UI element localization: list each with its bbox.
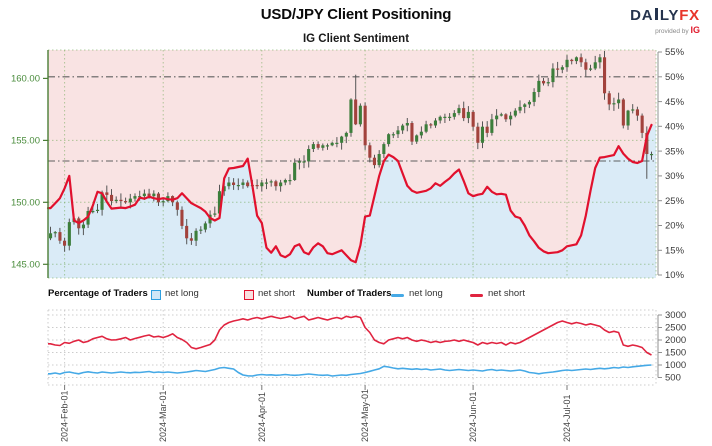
dailyfx-logo: DA LYFX provided by IG	[630, 8, 700, 36]
chart-legend: Percentage of Traders net long net short…	[0, 287, 712, 305]
legend-num-header: Number of Traders	[307, 288, 392, 299]
svg-text:30%: 30%	[665, 171, 685, 182]
svg-text:55%: 55%	[665, 47, 685, 58]
main-gridlines	[48, 49, 657, 279]
legend-num-net-long: net long	[409, 288, 443, 299]
legend-pct-net-short: net short	[258, 288, 295, 299]
net-short-line-swatch	[470, 294, 483, 297]
svg-text:2024-Mar-01: 2024-Mar-01	[158, 390, 168, 442]
page-title: USD/JPY Client Positioning	[260, 6, 452, 23]
net-long-area-swatch	[151, 290, 161, 300]
legend-pct-header: Percentage of Traders	[48, 288, 148, 299]
svg-text:160.00: 160.00	[11, 74, 40, 85]
svg-text:145.00: 145.00	[11, 260, 40, 271]
price-axis: 160.00 155.00 150.00 145.00	[11, 50, 49, 278]
logo-i-bar	[655, 8, 658, 20]
net-long-line-swatch	[391, 294, 404, 297]
svg-text:1000: 1000	[665, 360, 686, 371]
legend-num-net-short: net short	[488, 288, 525, 299]
date-axis: 2024-Feb-01 2024-Mar-01 2024-Apr-01 2024-Ma…	[60, 385, 572, 442]
svg-text:150.00: 150.00	[11, 198, 40, 209]
svg-text:50%: 50%	[665, 72, 685, 83]
dailyfx-wordmark: DA LYFX	[630, 7, 700, 24]
svg-text:2024-Feb-01: 2024-Feb-01	[60, 390, 70, 442]
svg-text:15%: 15%	[665, 246, 685, 257]
svg-text:20%: 20%	[665, 221, 685, 232]
net-short-count-line	[48, 315, 652, 356]
net-long-pct-line	[46, 123, 653, 264]
svg-text:155.00: 155.00	[11, 136, 40, 147]
svg-text:45%: 45%	[665, 97, 685, 108]
svg-text:2500: 2500	[665, 323, 686, 334]
logo-tagline: provided by IG	[655, 25, 700, 35]
sentiment-area-fills	[48, 50, 656, 279]
svg-text:1500: 1500	[665, 348, 686, 359]
net-long-count-line	[48, 364, 652, 377]
svg-text:2024-May-01: 2024-May-01	[360, 389, 370, 442]
svg-text:25%: 25%	[665, 196, 685, 207]
pct-axis: 55% 50% 45% 40% 35% 30% 25% 20% 15% 10%	[657, 47, 685, 281]
svg-text:35%: 35%	[665, 146, 685, 157]
svg-text:500: 500	[665, 373, 681, 384]
net-short-area-swatch	[244, 290, 254, 300]
legend-pct-net-long: net long	[165, 288, 199, 299]
price-candles	[49, 51, 654, 252]
svg-text:2024-Jul-01: 2024-Jul-01	[562, 394, 572, 442]
svg-text:10%: 10%	[665, 270, 685, 281]
svg-text:40%: 40%	[665, 122, 685, 133]
svg-text:2024-Apr-01: 2024-Apr-01	[257, 392, 267, 442]
svg-text:2000: 2000	[665, 335, 686, 346]
svg-text:3000: 3000	[665, 310, 686, 321]
svg-text:2024-Jun-01: 2024-Jun-01	[468, 391, 478, 442]
chart-subtitle: IG Client Sentiment	[302, 33, 410, 45]
